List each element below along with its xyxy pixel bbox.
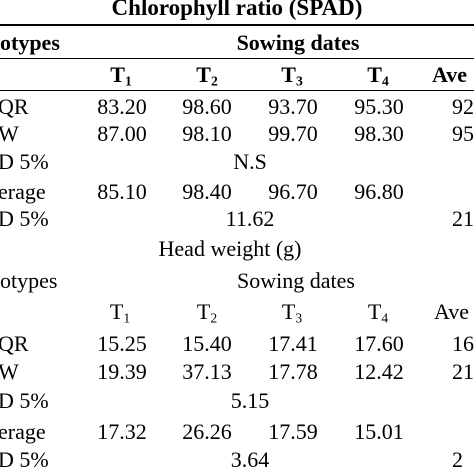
table1-cell: 87.00 xyxy=(97,121,147,146)
table2-cell: 17.59 xyxy=(268,419,318,444)
table1-cell: 98.10 xyxy=(182,121,232,146)
table1-lsd-value: 11.62 xyxy=(225,206,275,231)
table1-col-t4: T4 xyxy=(367,62,389,89)
table2-cell-average: 21 xyxy=(452,359,474,384)
table1-cell: 98.40 xyxy=(182,179,232,204)
table2-title: Head weight (g) xyxy=(158,236,302,261)
table2-col-t1: T1 xyxy=(109,299,131,326)
table2-col-t2: T2 xyxy=(196,299,218,326)
table1-cell: 98.60 xyxy=(182,94,232,119)
table1-top-rule xyxy=(0,24,474,26)
table1-cell: 99.70 xyxy=(268,121,318,146)
table1-row-label: erage xyxy=(0,179,46,204)
table1-cell: 93.70 xyxy=(268,94,318,119)
table1-genotypes-header: otypes xyxy=(0,30,60,55)
table2-col-t4: T4 xyxy=(367,299,389,326)
table2-cell: 17.60 xyxy=(354,331,404,356)
table1-cell-average: 95 xyxy=(452,121,474,146)
table1-cell: 96.80 xyxy=(354,179,404,204)
table1-row-label: QR xyxy=(0,94,29,119)
table2-cell: 15.25 xyxy=(97,331,147,356)
table2-cell: 17.78 xyxy=(268,359,318,384)
table2-col-t3: T3 xyxy=(281,299,303,326)
table2-cell: 17.41 xyxy=(268,331,318,356)
table2-row-label: erage xyxy=(0,419,46,444)
table2-cell-average: 2 xyxy=(452,447,463,472)
table1-column-rule xyxy=(0,90,474,91)
table1-cell-average: 21 xyxy=(452,206,474,231)
table1-col-t2: T2 xyxy=(196,62,218,89)
table1-cell: 85.10 xyxy=(97,179,147,204)
table2-cell: 26.26 xyxy=(182,419,232,444)
table1-row-label: D 5% xyxy=(0,149,49,174)
table2-cell: 17.32 xyxy=(97,419,147,444)
table2-lsd-value: 3.64 xyxy=(230,447,270,472)
table1-header-rule xyxy=(0,58,474,59)
table1-sowing-dates-header: Sowing dates xyxy=(236,30,360,55)
table1-title: Chlorophyll ratio (SPAD) xyxy=(111,0,363,20)
table1-row-label: D 5% xyxy=(0,206,49,231)
table1-lsd-value: N.S xyxy=(233,149,267,174)
table2-cell: 15.40 xyxy=(182,331,232,356)
table2-row-label: D 5% xyxy=(0,447,49,472)
table2-cell: 12.42 xyxy=(354,359,404,384)
table2-lsd-value: 5.15 xyxy=(230,388,270,413)
table1-col-t3: T3 xyxy=(281,62,303,89)
table1-cell: 83.20 xyxy=(97,94,147,119)
table2-cell-average: 16 xyxy=(452,331,474,356)
table2-col-average: Ave xyxy=(434,299,470,324)
table2-sowing-dates-header: Sowing dates xyxy=(237,268,355,293)
table2-row-label: W xyxy=(0,359,19,384)
table2-row-label: QR xyxy=(0,331,29,356)
table2-genotypes-header: otypes xyxy=(0,268,58,293)
table2-cell: 19.39 xyxy=(97,359,147,384)
table2-cell: 15.01 xyxy=(354,419,404,444)
table2-cell: 37.13 xyxy=(182,359,232,384)
table1-cell: 98.30 xyxy=(354,121,404,146)
table1-col-average: Ave xyxy=(432,62,468,87)
table1-col-t1: T1 xyxy=(110,62,132,89)
table1-cell-average: 92 xyxy=(452,94,474,119)
table1-cell: 96.70 xyxy=(268,179,318,204)
table1-row-label: W xyxy=(0,121,19,146)
table1-cell: 95.30 xyxy=(354,94,404,119)
table2-row-label: D 5% xyxy=(0,388,49,413)
